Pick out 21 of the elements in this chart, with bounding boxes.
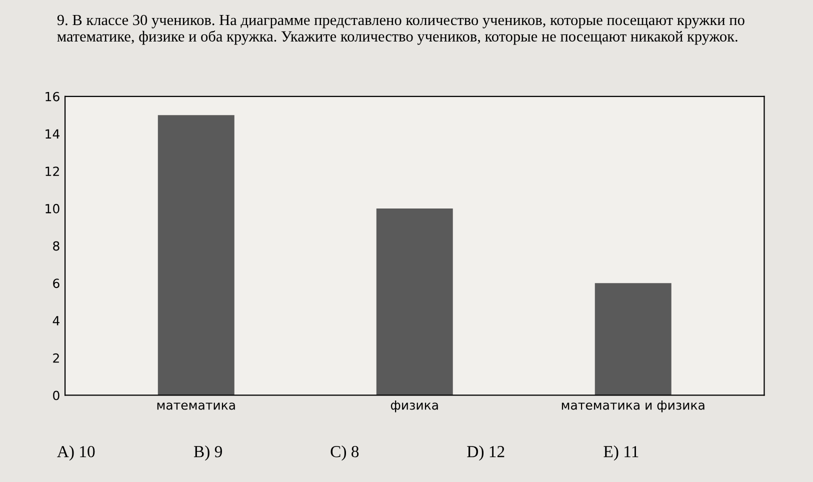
y-tick-label: 10 (46, 204, 60, 214)
y-tick-label: 2 (53, 353, 59, 363)
y-tick-label: 6 (53, 278, 60, 288)
text: A) 10 (57, 446, 95, 461)
bar (594, 283, 672, 396)
y-tick-label: 14 (46, 129, 60, 139)
y-tick-label: 0 (53, 390, 60, 400)
text: C) 8 (330, 446, 359, 461)
y-tick-label: 12 (46, 166, 59, 176)
text: B) 9 (194, 446, 222, 461)
y-tick-label: 8 (53, 241, 60, 251)
chart-title: 9. В классе 30 учеников. На диаграмме представлено количество учеников, которые посещают кружки по математике, физике и оба кружка. Укажите количество учеников, которые не посещают никакой кружок. (57, 14, 744, 45)
text: E) 11 (604, 446, 638, 461)
bar (376, 208, 453, 396)
text: D) 12 (467, 446, 504, 461)
bar (158, 115, 234, 396)
x-tick-label: физика (390, 400, 438, 412)
x-tick-label: математика (157, 402, 235, 410)
y-tick-label: 16 (46, 92, 60, 102)
y-tick-label: 4 (52, 316, 60, 326)
x-tick-label: математика и физика (562, 400, 704, 412)
